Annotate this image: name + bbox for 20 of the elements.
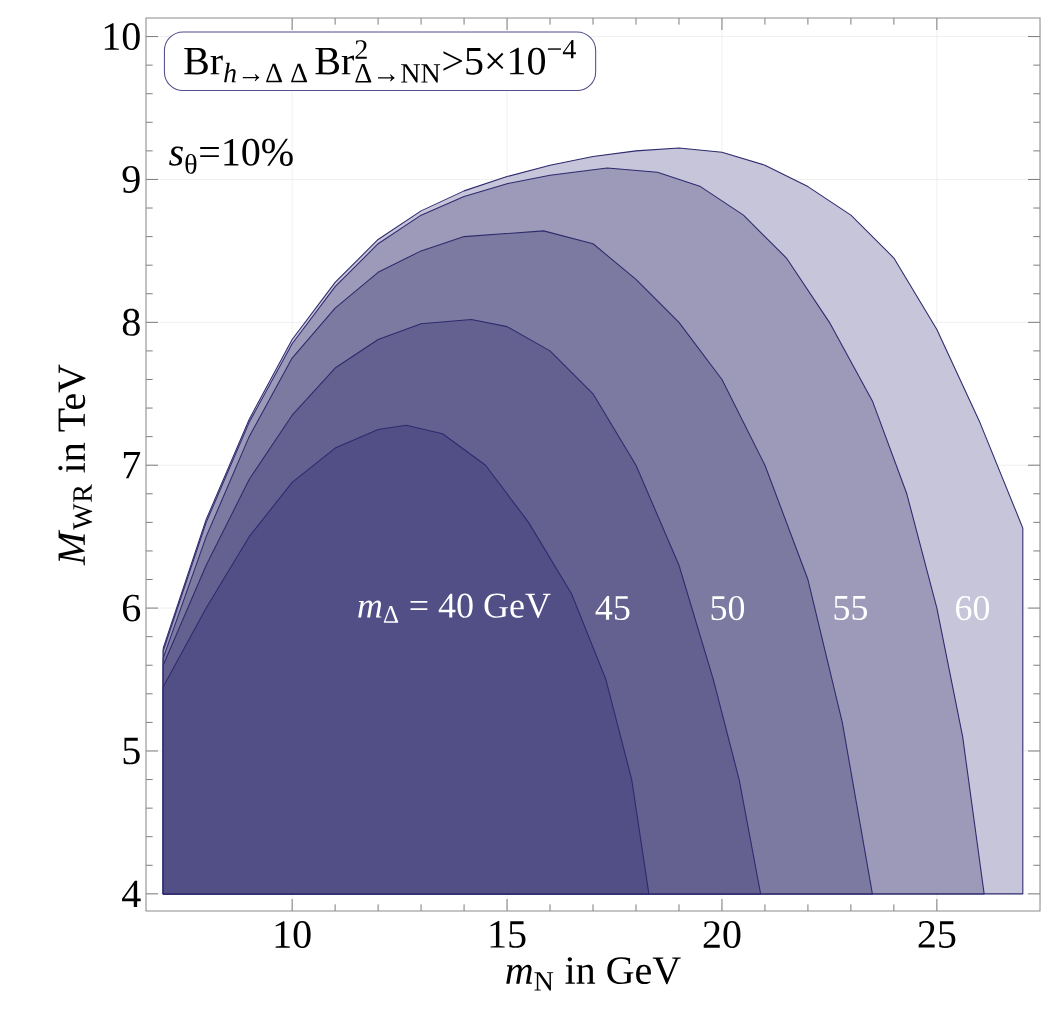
y-tick-label: 10 xyxy=(104,23,140,51)
series-label: 60 xyxy=(956,595,990,621)
x-tick-label: 15 xyxy=(490,921,526,948)
y-tick-label: 8 xyxy=(122,308,140,336)
x-tick-label: 10 xyxy=(275,921,311,949)
x-tick-label: 20 xyxy=(703,921,741,949)
y-tick-label: 6 xyxy=(123,594,141,622)
series-label: 55 xyxy=(834,596,867,621)
y-tick-label: 7 xyxy=(123,452,141,479)
y-tick-label: 4 xyxy=(122,880,141,908)
x-tick-label: 25 xyxy=(918,921,956,948)
y-axis-title: M$_{WR}$ in TeV xyxy=(58,364,93,566)
series-label: 50 xyxy=(711,595,745,621)
series-label: m$_{Δ}$ = 40 GeV xyxy=(358,593,551,623)
annotation: $\text{Br}_{\textit{h}\text{→Δ Δ}}\,\text{Br}^{\text{2}}_{\text{Δ→NN}}\text{>5×10}^{\text{−4}}$ xyxy=(184,39,576,83)
series-label: 45 xyxy=(595,596,630,621)
x-axis-title: m$_{N}$ in GeV xyxy=(506,957,681,991)
y-tick-label: 5 xyxy=(123,737,140,765)
annotation: s$_{θ}$=10% xyxy=(169,138,293,174)
y-tick-label: 9 xyxy=(122,166,140,193)
